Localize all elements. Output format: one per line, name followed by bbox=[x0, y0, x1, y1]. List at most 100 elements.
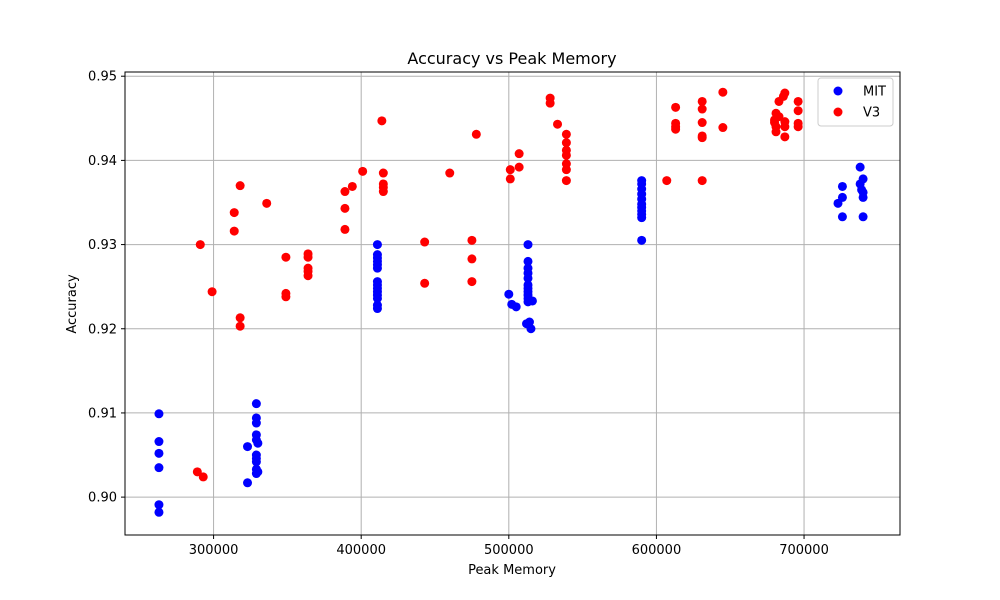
data-point-mit bbox=[154, 463, 164, 473]
data-point-mit bbox=[855, 162, 865, 172]
data-point-v3 bbox=[347, 181, 357, 191]
y-axis-ticks: 0.90 0.91 0.92 0.93 0.94 0.95 bbox=[88, 70, 125, 506]
data-point-mit bbox=[858, 212, 868, 222]
data-point-v3 bbox=[793, 122, 803, 132]
data-point-v3 bbox=[793, 96, 803, 106]
data-point-v3 bbox=[420, 278, 430, 288]
data-point-v3 bbox=[471, 129, 481, 139]
data-point-mit bbox=[154, 448, 164, 458]
data-point-mit bbox=[154, 507, 164, 517]
data-point-v3 bbox=[718, 87, 728, 97]
data-point-v3 bbox=[718, 123, 728, 133]
data-point-v3 bbox=[662, 176, 672, 186]
data-point-mit bbox=[858, 174, 868, 184]
data-point-v3 bbox=[235, 321, 245, 331]
data-point-mit bbox=[154, 409, 164, 419]
y-tick-label: 0.91 bbox=[88, 406, 117, 421]
legend-marker-v3 bbox=[833, 107, 843, 117]
chart-title: Accuracy vs Peak Memory bbox=[407, 49, 616, 68]
data-point-v3 bbox=[514, 162, 524, 172]
data-point-mit bbox=[527, 296, 537, 306]
data-point-mit bbox=[251, 457, 261, 467]
data-point-v3 bbox=[340, 203, 350, 213]
data-point-mit bbox=[523, 240, 533, 250]
data-point-v3 bbox=[303, 271, 313, 281]
data-point-mit bbox=[637, 213, 647, 223]
data-point-v3 bbox=[561, 165, 571, 175]
data-point-v3 bbox=[697, 104, 707, 114]
data-point-mit bbox=[372, 263, 382, 273]
legend: MIT V3 bbox=[817, 77, 894, 127]
data-point-v3 bbox=[771, 127, 781, 137]
x-tick-label: 600000 bbox=[632, 543, 682, 558]
data-point-v3 bbox=[281, 252, 291, 262]
data-points bbox=[154, 87, 868, 517]
data-point-v3 bbox=[262, 198, 272, 208]
data-point-v3 bbox=[445, 168, 455, 178]
data-point-v3 bbox=[774, 112, 784, 122]
data-point-mit bbox=[251, 399, 261, 409]
plot-border bbox=[124, 71, 901, 536]
data-point-mit bbox=[154, 500, 164, 510]
data-point-mit bbox=[523, 273, 533, 283]
data-point-v3 bbox=[207, 287, 217, 297]
data-point-v3 bbox=[467, 235, 477, 245]
data-point-v3 bbox=[198, 472, 208, 482]
x-axis-ticks: 300000 400000 500000 600000 700000 bbox=[189, 535, 829, 558]
data-point-mit bbox=[837, 192, 847, 202]
x-tick-label: 300000 bbox=[189, 543, 239, 558]
data-point-v3 bbox=[281, 292, 291, 302]
data-point-v3 bbox=[505, 174, 515, 184]
y-tick-label: 0.95 bbox=[88, 70, 117, 85]
data-point-v3 bbox=[697, 96, 707, 106]
data-point-mit bbox=[154, 437, 164, 447]
data-point-mit bbox=[253, 467, 263, 477]
data-point-mit bbox=[504, 289, 514, 299]
data-point-mit bbox=[523, 256, 533, 266]
data-point-v3 bbox=[358, 166, 368, 176]
data-point-mit bbox=[372, 240, 382, 250]
data-point-v3 bbox=[340, 187, 350, 197]
x-axis-label: Peak Memory bbox=[468, 563, 556, 578]
data-point-v3 bbox=[235, 313, 245, 323]
data-point-v3 bbox=[780, 122, 790, 132]
x-tick-label: 700000 bbox=[779, 543, 829, 558]
data-point-v3 bbox=[303, 252, 313, 262]
data-point-mit bbox=[372, 304, 382, 314]
data-point-v3 bbox=[340, 224, 350, 234]
series-mit bbox=[154, 162, 868, 517]
data-point-mit bbox=[858, 192, 868, 202]
data-point-mit bbox=[837, 212, 847, 222]
legend-marker-mit bbox=[833, 86, 843, 96]
y-tick-label: 0.90 bbox=[88, 491, 117, 506]
data-point-mit bbox=[511, 302, 521, 312]
legend-label-mit: MIT bbox=[863, 85, 886, 100]
data-point-v3 bbox=[561, 129, 571, 139]
y-tick-label: 0.94 bbox=[88, 154, 117, 169]
data-point-v3 bbox=[793, 106, 803, 116]
data-point-v3 bbox=[545, 98, 555, 108]
x-tick-label: 500000 bbox=[484, 543, 534, 558]
data-point-v3 bbox=[780, 88, 790, 98]
data-point-v3 bbox=[697, 133, 707, 143]
data-point-v3 bbox=[420, 237, 430, 247]
series-v3 bbox=[192, 87, 803, 482]
data-point-v3 bbox=[229, 226, 239, 236]
data-point-v3 bbox=[229, 208, 239, 218]
data-point-v3 bbox=[671, 102, 681, 112]
data-point-mit bbox=[251, 418, 261, 428]
data-point-mit bbox=[243, 478, 253, 488]
data-point-v3 bbox=[697, 176, 707, 186]
legend-label-v3: V3 bbox=[863, 106, 880, 121]
data-point-mit bbox=[372, 293, 382, 303]
data-point-v3 bbox=[671, 124, 681, 134]
data-point-v3 bbox=[553, 119, 563, 129]
data-point-v3 bbox=[195, 240, 205, 250]
data-point-mit bbox=[522, 319, 532, 329]
data-point-v3 bbox=[377, 116, 387, 126]
data-point-mit bbox=[837, 181, 847, 191]
y-tick-label: 0.92 bbox=[88, 322, 117, 337]
data-point-v3 bbox=[505, 165, 515, 175]
data-point-v3 bbox=[780, 132, 790, 142]
data-point-v3 bbox=[235, 181, 245, 191]
